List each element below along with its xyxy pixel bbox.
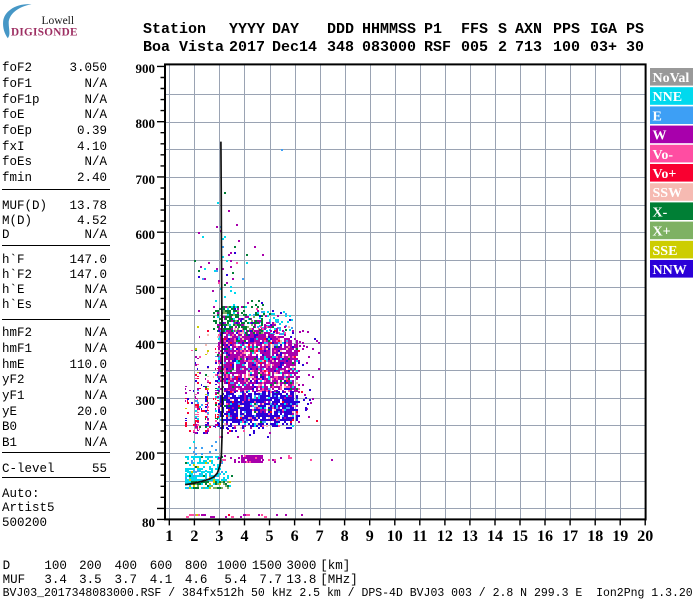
svg-text:X-: X-	[653, 205, 668, 220]
svg-text:NNE: NNE	[653, 90, 683, 105]
svg-text:SSE: SSE	[653, 244, 678, 259]
svg-text:E: E	[653, 109, 662, 124]
svg-text:NNW: NNW	[653, 263, 687, 278]
svg-text:SSW: SSW	[653, 186, 683, 201]
svg-text:W: W	[653, 129, 667, 144]
svg-text:NoVal: NoVal	[653, 71, 690, 86]
svg-text:Lowell: Lowell	[42, 15, 75, 27]
svg-text:DIGISONDE: DIGISONDE	[11, 26, 78, 38]
svg-text:Vo+: Vo+	[653, 167, 677, 182]
svg-text:Vo-: Vo-	[653, 148, 674, 163]
svg-text:X+: X+	[653, 225, 671, 240]
